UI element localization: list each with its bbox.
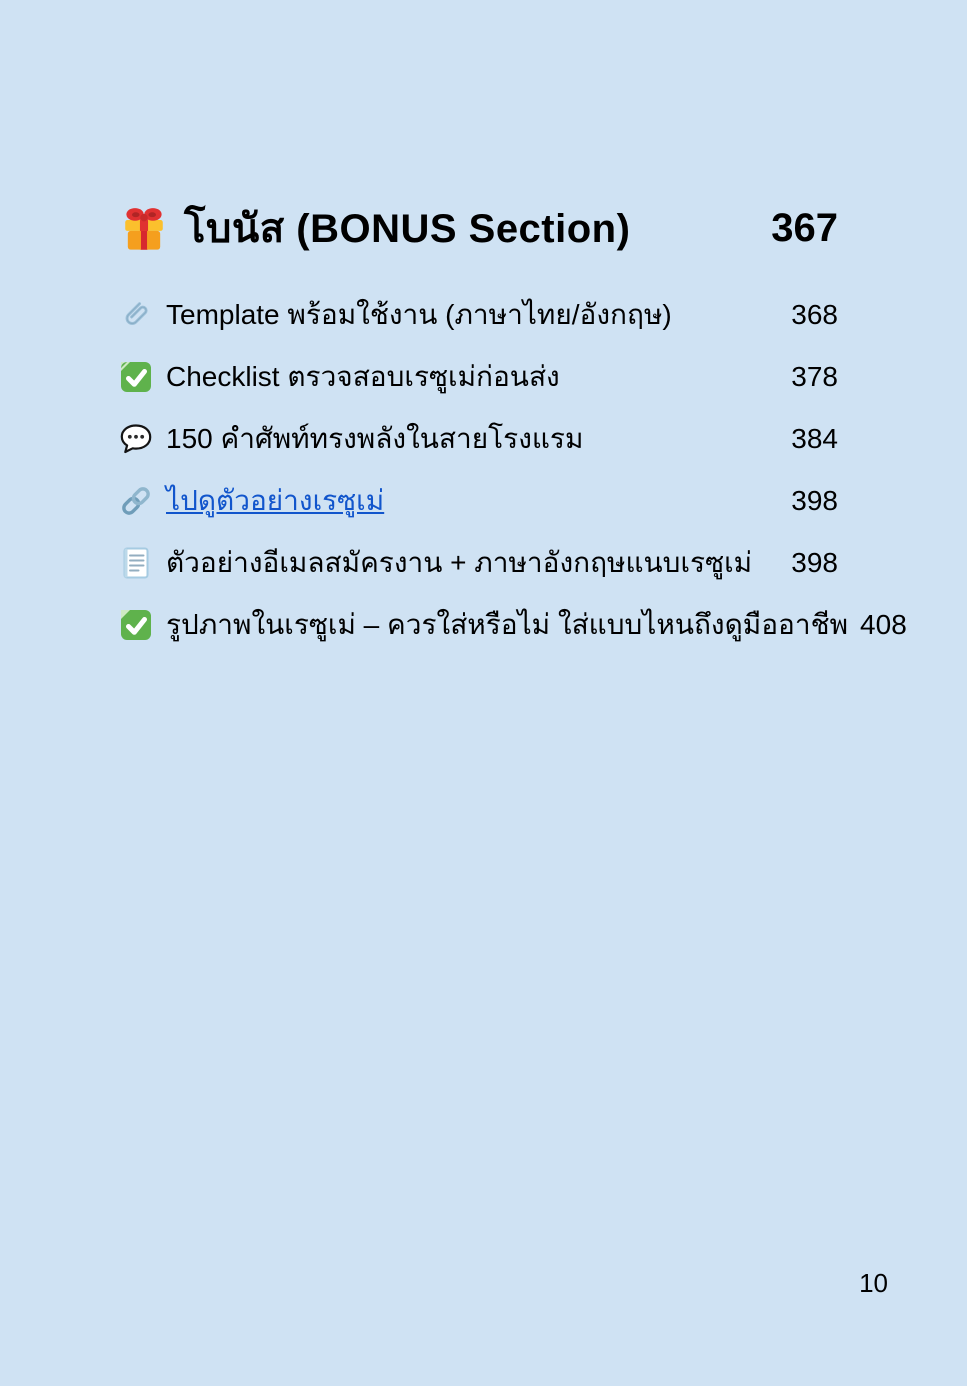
paperclip-icon: [118, 297, 154, 333]
toc-item-page: 398: [791, 547, 838, 578]
toc-section: โบนัส (BONUS Section) 367 Template พร้อม…: [118, 198, 907, 656]
toc-item-resume-example-link: ไปดูตัวอย่างเรซูเม่ 398: [118, 470, 838, 532]
toc-item-page: 398: [791, 485, 838, 516]
toc-item-page: 368: [791, 299, 838, 330]
toc-item-photo-resume: รูปภาพในเรซูเม่ – ควรใส่หรือไม่ ใส่แบบไห…: [118, 594, 907, 656]
checkbox-icon: [118, 607, 154, 643]
checkbox-icon: [118, 359, 154, 395]
gift-icon: [118, 202, 170, 254]
page-document-icon: [118, 545, 154, 581]
toc-item-template: Template พร้อมใช้งาน (ภาษาไทย/อังกฤษ) 36…: [118, 284, 838, 346]
speech-bubble-icon: [118, 421, 154, 457]
toc-item-label: 150 คำศัพท์ทรงพลังในสายโรงแรม: [166, 423, 584, 454]
toc-heading-title: โบนัส (BONUS Section): [184, 207, 631, 251]
toc-item-label: Template พร้อมใช้งาน (ภาษาไทย/อังกฤษ): [166, 299, 672, 330]
toc-heading: โบนัส (BONUS Section) 367: [118, 198, 838, 258]
link-icon: [118, 483, 154, 519]
toc-item-vocabulary: 150 คำศัพท์ทรงพลังในสายโรงแรม 384: [118, 408, 838, 470]
toc-heading-page: 367: [771, 205, 838, 250]
toc-item-label: รูปภาพในเรซูเม่ – ควรใส่หรือไม่ ใส่แบบไห…: [166, 609, 849, 640]
toc-item-page: 408: [860, 609, 907, 640]
toc-item-label: ไปดูตัวอย่างเรซูเม่: [166, 479, 779, 523]
toc-item-page: 378: [791, 361, 838, 392]
footer-page-number: 10: [859, 1268, 888, 1298]
toc-item-label: Checklist ตรวจสอบเรซูเม่ก่อนส่ง: [166, 361, 560, 392]
toc-item-checklist: Checklist ตรวจสอบเรซูเม่ก่อนส่ง 378: [118, 346, 838, 408]
resume-example-link[interactable]: ไปดูตัวอย่างเรซูเม่: [166, 485, 385, 516]
toc-item-label: ตัวอย่างอีเมลสมัครงาน + ภาษาอังกฤษแนบเรซ…: [166, 547, 753, 578]
toc-item-email-example: ตัวอย่างอีเมลสมัครงาน + ภาษาอังกฤษแนบเรซ…: [118, 532, 838, 594]
toc-item-page: 384: [791, 423, 838, 454]
